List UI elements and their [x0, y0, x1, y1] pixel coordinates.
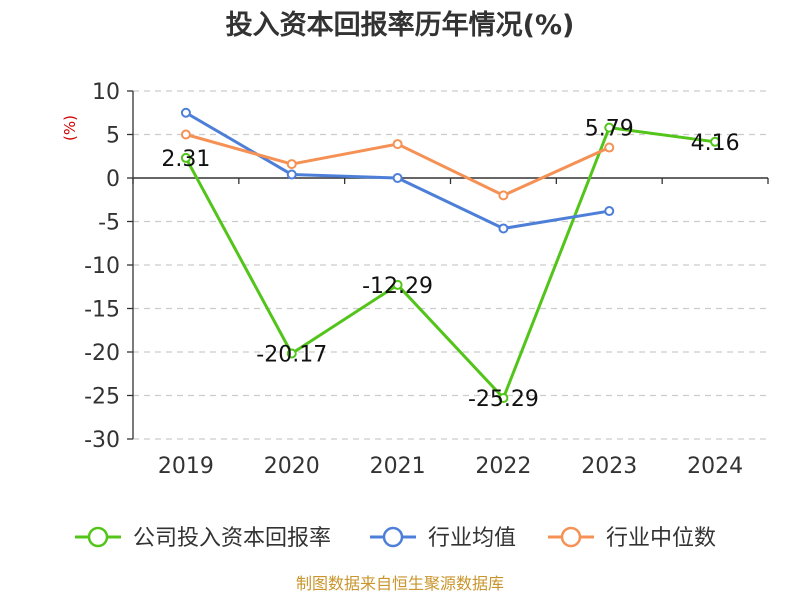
data-point — [180, 107, 191, 118]
legend: 公司投入资本回报率 行业均值 行业中位数 — [75, 526, 716, 551]
data-point — [286, 159, 297, 170]
series — [180, 107, 721, 404]
data-label: 2.31 — [161, 147, 210, 172]
data-label: -12.29 — [362, 274, 433, 299]
y-tick-label: -30 — [84, 428, 120, 453]
x-tick-label: 2020 — [264, 454, 320, 479]
x-tick-label: 2023 — [581, 454, 637, 479]
data-point — [604, 122, 615, 133]
legend-label: 行业均值 — [428, 526, 516, 551]
data-point — [710, 136, 721, 147]
series-line-1 — [185, 111, 610, 230]
legend-label: 公司投入资本回报率 — [133, 526, 331, 551]
data-point — [286, 169, 297, 180]
y-tick-label: -20 — [84, 341, 120, 366]
data-point — [604, 142, 615, 153]
legend-swatch-marker — [87, 526, 109, 548]
series-line-0 — [184, 126, 716, 400]
x-tick-label: 2019 — [158, 454, 214, 479]
legend-item-2[interactable]: 行业中位数 — [548, 526, 716, 551]
data-point — [180, 129, 191, 140]
data-point — [392, 173, 403, 183]
y-tick-label: 5 — [106, 124, 120, 149]
y-tick-label: -15 — [84, 298, 120, 323]
data-label: 5.79 — [585, 117, 634, 142]
data-label: -25.29 — [468, 387, 539, 412]
axes: 10 5 0 -5 -10 -15 -20 -25 -30 2019 2020 2021 2022 202… — [84, 80, 769, 479]
grid — [133, 90, 768, 440]
x-tick-label: 2022 — [475, 454, 531, 479]
data-point — [498, 223, 509, 234]
y-tick-label: -5 — [98, 211, 120, 236]
data-point — [286, 348, 297, 359]
chart-title: 投入资本回报率历年情况(%) — [226, 9, 575, 41]
y-tick-label: 10 — [92, 80, 120, 105]
data-point — [604, 206, 615, 217]
x-tick-label: 2024 — [687, 454, 743, 479]
source-note: 制图数据来自恒生聚源数据库 — [296, 574, 504, 593]
data-point — [498, 190, 509, 201]
y-tick-label: 0 — [106, 167, 120, 192]
data-labels: 2.31 -20.17 -12.29 -25.29 5.79 4.16 — [161, 117, 739, 412]
data-label: 4.16 — [691, 131, 740, 156]
y-tick-label: -25 — [84, 385, 120, 410]
data-point — [392, 279, 403, 290]
data-label: -20.17 — [256, 342, 327, 367]
y-tick-label: -10 — [84, 254, 120, 279]
legend-swatch-marker — [382, 526, 404, 548]
legend-item-0[interactable]: 公司投入资本回报率 — [75, 526, 331, 551]
y-axis-unit: (%) — [61, 115, 79, 141]
data-point — [180, 152, 191, 163]
legend-label: 行业中位数 — [606, 526, 716, 551]
x-tick-label: 2021 — [370, 454, 426, 479]
data-point — [392, 139, 403, 150]
legend-swatch-marker — [560, 526, 582, 548]
data-point — [498, 393, 509, 404]
legend-item-1[interactable]: 行业均值 — [370, 526, 516, 551]
